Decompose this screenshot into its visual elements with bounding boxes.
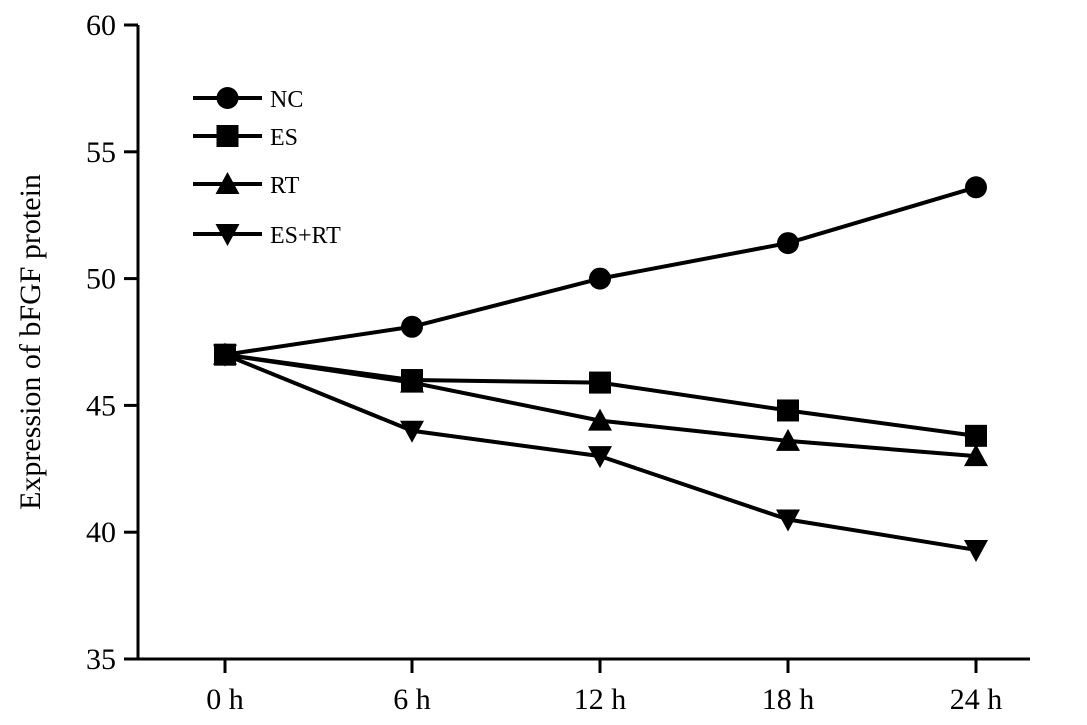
x-tick-label: 24 h: [950, 683, 1003, 716]
data-point: [776, 428, 800, 451]
data-point: [400, 420, 424, 443]
data-point: [964, 539, 988, 562]
y-tick-label: 50: [86, 263, 116, 296]
legend-label: NC: [270, 87, 303, 113]
series-line: [224, 352, 977, 459]
data-point: [965, 424, 987, 447]
data-point: [964, 444, 988, 467]
legend-marker: [215, 172, 240, 194]
y-tick-label: 45: [86, 389, 116, 422]
data-point: [965, 176, 987, 199]
series-es-rt: [213, 344, 988, 562]
series-layer: [213, 176, 988, 562]
data-point: [213, 344, 237, 367]
legend-marker: [216, 87, 239, 109]
data-point: [776, 509, 800, 532]
data-point: [589, 267, 611, 290]
x-tick-label: 18 h: [762, 683, 815, 716]
legend-marker: [216, 125, 239, 147]
legend-label: RT: [270, 173, 300, 199]
x-axis-ticks: 0 h 6 h 12 h 18 h 24 h: [206, 659, 1002, 716]
legend-label: ES+RT: [270, 223, 341, 249]
y-tick-label: 55: [86, 136, 116, 169]
y-tick-label: 35: [86, 643, 116, 676]
data-point: [777, 232, 799, 255]
legend-label: ES: [270, 125, 298, 151]
data-point: [588, 408, 612, 431]
legend-item: NC: [193, 87, 303, 113]
y-tick-label: 40: [86, 516, 116, 549]
legend-marker: [215, 224, 240, 246]
y-axis-label: Expression of bFGF protein: [14, 174, 47, 510]
x-tick-label: 0 h: [206, 683, 244, 716]
data-point: [588, 446, 612, 469]
x-tick-label: 6 h: [393, 683, 431, 716]
legend: NC ES RT ES+RT: [193, 87, 341, 249]
data-point: [400, 370, 424, 393]
series-nc: [214, 176, 987, 366]
data-point: [777, 399, 799, 422]
y-axis-ticks: 35 40 45 50 55 60: [86, 9, 138, 676]
axes: [136, 25, 1030, 661]
y-tick-label: 60: [86, 9, 116, 42]
x-tick-label: 12 h: [574, 683, 627, 716]
legend-item: RT: [193, 172, 300, 199]
legend-item: ES: [193, 125, 298, 151]
data-point: [589, 371, 611, 394]
data-point: [401, 315, 423, 338]
legend-item: ES+RT: [193, 223, 341, 249]
